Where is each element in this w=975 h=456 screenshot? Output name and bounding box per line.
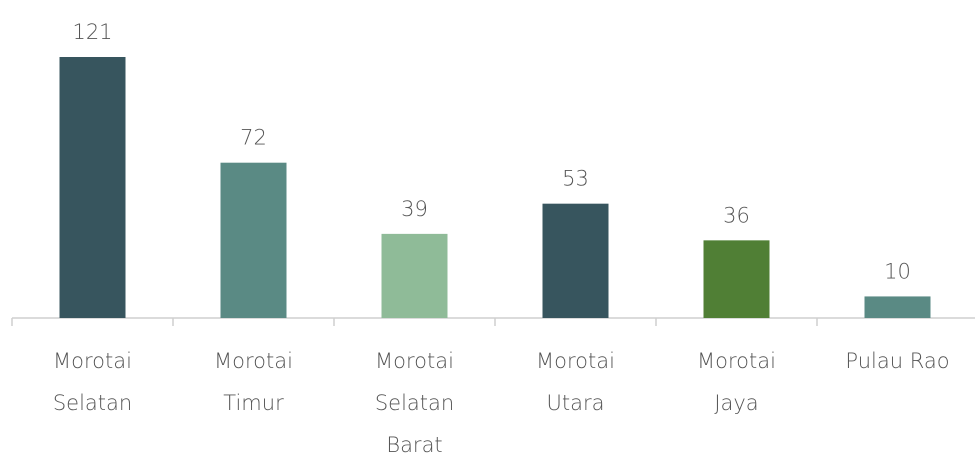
value-label: 39 bbox=[401, 197, 428, 221]
bar bbox=[542, 203, 609, 318]
value-label: 10 bbox=[884, 259, 911, 283]
x-tick-label: Barat bbox=[386, 433, 442, 456]
x-tick-label: Selatan bbox=[375, 391, 454, 415]
x-tick-label: Timur bbox=[223, 391, 284, 415]
x-tick-label: Utara bbox=[547, 391, 605, 415]
bar bbox=[220, 162, 287, 318]
bar bbox=[864, 296, 931, 318]
x-tick-label: Morotai bbox=[375, 349, 454, 373]
x-tick-label: Morotai bbox=[536, 349, 615, 373]
x-tick-label: Morotai bbox=[214, 349, 293, 373]
value-label: 121 bbox=[72, 20, 112, 44]
x-tick-label: Jaya bbox=[714, 391, 758, 415]
value-label: 36 bbox=[723, 203, 750, 227]
x-tick-label: Selatan bbox=[53, 391, 132, 415]
bar bbox=[59, 57, 126, 319]
x-tick-label: Morotai bbox=[697, 349, 776, 373]
bar bbox=[381, 233, 448, 318]
bar bbox=[703, 240, 770, 318]
value-label: 72 bbox=[240, 126, 267, 150]
value-label: 53 bbox=[562, 167, 589, 191]
x-tick-label: Pulau Rao bbox=[845, 349, 949, 373]
x-tick-label: Morotai bbox=[53, 349, 132, 373]
